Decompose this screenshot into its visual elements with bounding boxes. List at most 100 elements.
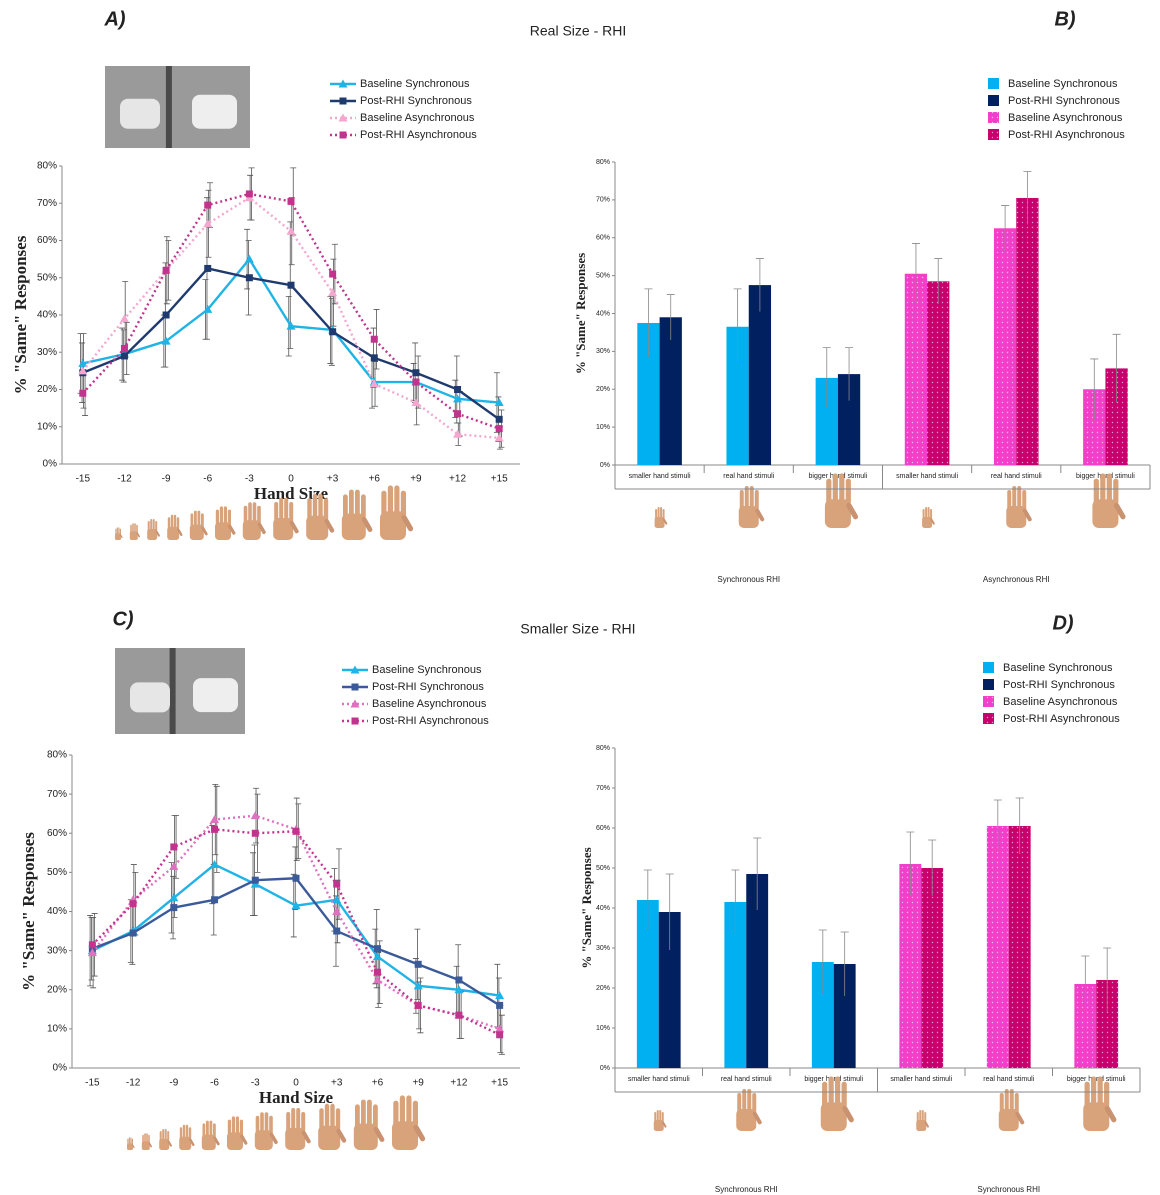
y-tick-label: 30% [37, 347, 57, 358]
hand-icon [736, 1089, 762, 1131]
y-tick-label: 50% [596, 272, 610, 279]
finger [186, 1125, 188, 1139]
x-tick-label: -6 [210, 1078, 219, 1089]
marker [352, 718, 359, 725]
finger [313, 494, 317, 520]
finger [917, 1112, 919, 1122]
finger [286, 1112, 290, 1132]
bar-pattern [987, 826, 1009, 1068]
finger [224, 506, 227, 525]
x-tick-label: +3 [327, 474, 339, 485]
finger [1015, 1093, 1019, 1113]
finger [925, 507, 927, 519]
x-tick-label: +9 [412, 1078, 424, 1089]
y-tick-label: 0% [600, 1065, 610, 1072]
finger [752, 1093, 756, 1113]
hand-icon [392, 1095, 426, 1150]
finger [148, 1135, 150, 1143]
marker [288, 198, 295, 205]
y-tick-label: 60% [47, 828, 67, 839]
hand-icon [739, 486, 765, 528]
y-tick-label: 20% [596, 985, 610, 992]
marker [252, 830, 259, 837]
finger [755, 490, 759, 510]
y-tick-label: 80% [596, 745, 610, 752]
legend-label: Post-RHI Synchronous [372, 681, 484, 693]
finger [367, 1100, 372, 1129]
finger [301, 1112, 305, 1132]
x-tick-label: smaller hand stimuli [629, 473, 691, 480]
hand-icon [380, 485, 414, 540]
x-tick-label: real hand stimuli [991, 473, 1042, 480]
finger [144, 1133, 146, 1143]
finger [130, 525, 132, 533]
marker [371, 336, 378, 343]
finger [1000, 1093, 1004, 1113]
finger [167, 1131, 169, 1141]
series-line [83, 268, 499, 419]
marker [340, 98, 347, 105]
marker [412, 379, 419, 386]
marker [210, 860, 219, 868]
finger [129, 1137, 130, 1144]
finger [400, 1095, 405, 1126]
finger [260, 1112, 264, 1134]
marker [332, 907, 341, 915]
bar-pattern [1016, 198, 1038, 465]
finger [284, 498, 288, 522]
marker [374, 945, 381, 952]
marker [415, 1002, 422, 1009]
marker [412, 369, 419, 376]
finger [253, 502, 257, 524]
finger [1022, 490, 1026, 510]
hand-icon [354, 1100, 385, 1150]
y-axis-label: % "Same" Responses [573, 253, 588, 374]
marker [333, 881, 340, 888]
finger [740, 490, 744, 510]
finger [1005, 1089, 1009, 1113]
hand-icon [654, 1110, 667, 1131]
y-tick-label: 70% [596, 785, 610, 792]
finger [265, 1112, 269, 1134]
marker [252, 877, 259, 884]
section-title: Smaller Size - RHI [520, 621, 635, 637]
legend-label: Baseline Asynchronous [1008, 112, 1123, 124]
finger [257, 506, 261, 524]
finger [318, 494, 322, 520]
group-label: Asynchronous RHI [983, 575, 1050, 584]
finger [401, 491, 406, 517]
series-line [92, 865, 499, 996]
hand-icon [825, 473, 859, 528]
marker [374, 969, 381, 976]
finger [381, 491, 386, 517]
y-axis-label: % "Same" Responses [19, 832, 38, 991]
finger [355, 1104, 360, 1128]
finger [189, 1127, 191, 1139]
bar-pattern [994, 228, 1016, 465]
x-tick-label: real hand stimuli [723, 473, 774, 480]
x-tick-label: bigger hand stimuli [804, 1076, 863, 1083]
finger [658, 507, 660, 519]
marker [340, 132, 347, 139]
finger [120, 529, 121, 535]
finger [406, 1095, 411, 1126]
panel-label: C) [112, 608, 133, 630]
finger [822, 1082, 827, 1108]
marker [411, 398, 420, 406]
finger [747, 1089, 751, 1113]
finger [657, 1110, 659, 1122]
marker [496, 416, 503, 423]
x-tick-label: smaller hand stimuli [890, 1076, 952, 1083]
finger [236, 1116, 239, 1135]
marker [246, 274, 253, 281]
finger [1104, 1082, 1109, 1108]
finger [127, 1139, 128, 1145]
legend-label: Baseline Synchronous [1003, 662, 1113, 674]
finger [1113, 479, 1118, 505]
series-line [92, 829, 499, 1034]
finger [388, 485, 393, 516]
marker [454, 410, 461, 417]
marker [293, 875, 300, 882]
hand-icon [190, 511, 208, 540]
legend-label: Baseline Synchronous [1008, 78, 1118, 90]
